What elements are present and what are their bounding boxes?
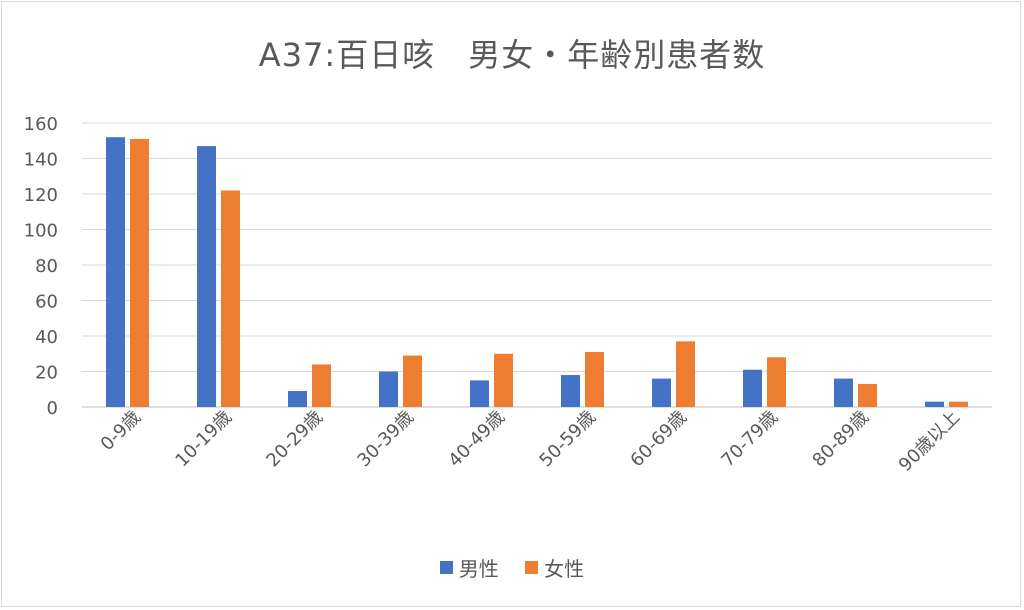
x-tick-label: 60-69歳 (626, 407, 691, 472)
bar-male (561, 375, 580, 407)
bar-male (106, 137, 125, 407)
x-tick-label: 90歳以上 (895, 407, 964, 476)
bar-male (652, 378, 671, 407)
legend-swatch-female (525, 561, 539, 574)
y-tick-label: 140 (24, 150, 58, 171)
y-tick-label: 0 (47, 398, 58, 419)
bar-male (470, 380, 489, 407)
bar-female (130, 138, 149, 407)
legend-item-female: 女性 (525, 553, 584, 582)
bar-male (288, 391, 307, 407)
x-tick-label: 80-89歳 (808, 407, 873, 472)
x-tick-label: 20-29歳 (262, 407, 327, 472)
legend-swatch-male (439, 561, 453, 574)
bar-female (676, 341, 695, 407)
bar-female (767, 357, 786, 407)
bar-male (925, 401, 944, 407)
bar-male (197, 146, 216, 407)
x-tick-label: 70-79歳 (717, 407, 782, 472)
y-tick-label: 20 (35, 363, 58, 384)
bar-female (858, 383, 877, 407)
y-tick-label: 40 (35, 327, 58, 348)
y-tick-label: 80 (35, 256, 58, 277)
y-tick-label: 120 (24, 185, 58, 206)
bar-male (834, 378, 853, 407)
bar-female (949, 401, 968, 407)
bar-female (585, 351, 604, 407)
y-tick-label: 100 (24, 221, 58, 242)
x-tick-label: 30-39歳 (353, 407, 418, 472)
legend-label-female: 女性 (544, 557, 585, 581)
x-tick-label: 40-49歳 (444, 407, 509, 472)
bars (106, 137, 968, 407)
legend: 男性 女性 (0, 553, 1024, 582)
y-tick-label: 160 (24, 114, 58, 135)
legend-label-male: 男性 (458, 557, 499, 581)
bar-female (312, 364, 331, 407)
x-tick-label: 10-19歳 (171, 407, 236, 472)
x-tick-label: 50-59歳 (535, 407, 600, 472)
bar-female (221, 190, 240, 407)
bar-female (494, 353, 513, 407)
x-axis-ticks: 0-9歳 10-19歳 20-29歳 30-39歳 40-49歳 50-59歳 60-69歳… (97, 407, 964, 476)
chart-title: A37:百日咳 男女・年齢別患者数 (258, 36, 766, 74)
gridlines (82, 122, 992, 408)
bar-male (379, 371, 398, 407)
y-tick-label: 60 (35, 292, 58, 313)
legend-item-male: 男性 (439, 553, 499, 582)
y-axis-ticks: 0 20 40 60 80 100 120 140 160 (24, 114, 58, 419)
bar-male (743, 369, 762, 407)
x-tick-label: 0-9歳 (97, 407, 145, 455)
bar-female (403, 355, 422, 407)
